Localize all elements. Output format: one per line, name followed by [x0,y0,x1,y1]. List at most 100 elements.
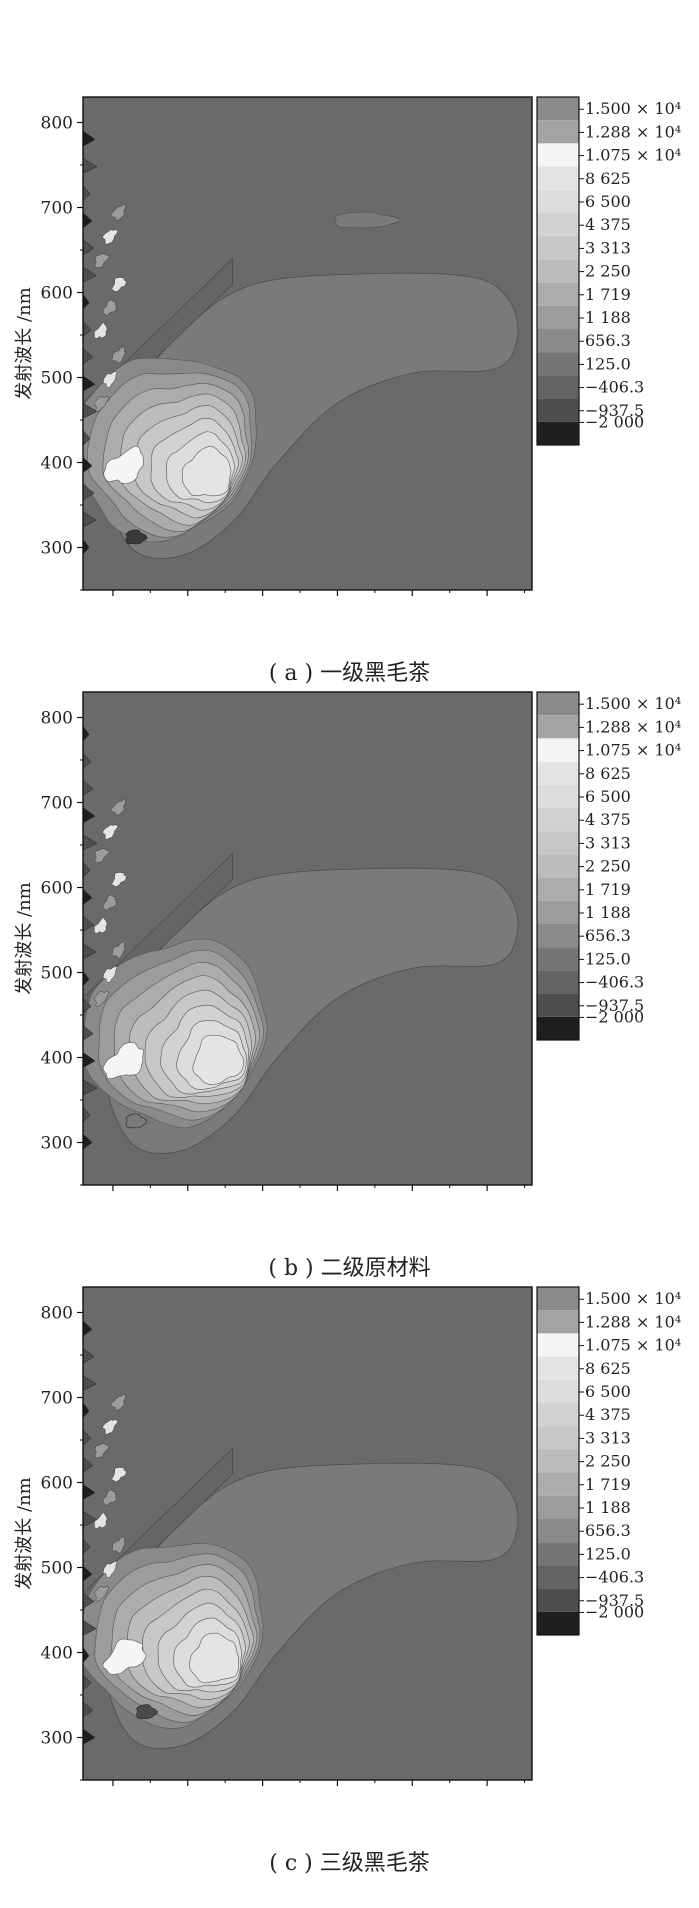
colorbar-swatch [537,375,579,399]
colorbar-label: 125.0 [585,1544,631,1563]
y-tick-label: 600 [41,1474,73,1494]
plot-frame [82,691,533,1186]
scatter-artifact [83,1133,93,1150]
scatter-artifact [83,157,98,174]
scatter-artifact [83,1565,93,1582]
colorbar-label: 4 375 [585,810,631,829]
scatter-artifact [83,1375,97,1391]
scatter-blob [94,1586,109,1602]
scatter-artifact [83,130,96,147]
colorbar-label: 8 625 [585,169,631,188]
scatter-artifact [83,321,92,338]
scatter-blob [102,371,118,388]
contour-field [83,130,519,559]
y-tick-label: 400 [41,1049,73,1069]
colorbar-label: 1.500 × 10⁴ [585,1289,681,1308]
contour-core [125,1113,148,1129]
colorbar-swatch [537,1333,579,1357]
y-tick-label: 800 [41,1304,73,1324]
scatter-artifact [83,834,98,851]
colorbar-swatch [537,831,579,855]
y-tick-label: 700 [41,199,73,219]
scatter-artifact [83,429,91,446]
colorbar-label: 3 313 [585,833,631,852]
scatter-artifact [83,1320,93,1337]
colorbar-swatch [537,329,579,353]
contour-level [189,1632,240,1684]
colorbar-swatch [537,1403,579,1427]
y-axis-title: 发射波长 /nm [14,1477,35,1589]
scatter-blob [102,966,118,983]
colorbar-swatch [537,993,579,1017]
scatter-blob [102,299,117,316]
colorbar-label: 2 250 [585,262,631,281]
y-tick-label: 500 [41,369,73,389]
colorbar-swatch [537,282,579,306]
contour-field [83,1320,519,1749]
scatter-artifact [83,943,97,960]
colorbar-swatch [537,1495,579,1519]
colorbar-label: 4 375 [585,215,631,234]
colorbar-swatch [537,398,579,422]
colorbar-label: 656.3 [585,926,631,945]
colorbar-swatch [537,1426,579,1450]
plot-frame [82,96,533,591]
scatter-blob [93,1512,108,1529]
colorbar-label: −406.3 [585,1568,644,1587]
chart-panel-b: 250300350400450500300400500600700800激发波长… [0,595,699,1281]
y-tick-label: 300 [41,539,73,559]
colorbar-label: 2 250 [585,857,631,876]
y-tick-label: 400 [41,1644,73,1664]
scatter-blob [110,799,126,816]
colorbar-swatch [537,808,579,832]
scatter-blob [102,229,118,245]
colorbar-label: 1 188 [585,903,631,922]
scatter-blob [94,396,109,412]
colorbar-label: 6 500 [585,787,631,806]
scatter-blob [94,991,109,1007]
y-tick-label: 600 [41,284,73,304]
colorbar-label: 6 500 [585,192,631,211]
scatter-artifact [83,1483,96,1500]
colorbar-frame [536,1286,580,1636]
colorbar-swatch [537,1519,579,1543]
colorbar-label: −937.5 [585,401,644,420]
colorbar-swatch [537,1356,579,1380]
scatter-artifact [83,1619,97,1636]
contour-chart-b: 250300350400450500300400500600700800激发波长… [14,691,681,1191]
scatter-artifact [83,1052,96,1068]
contour-peak [102,1041,144,1080]
scatter-artifact [83,861,91,878]
colorbar-label: 125.0 [585,354,631,373]
colorbar-swatch [537,715,579,739]
colorbar-swatch [537,900,579,924]
contour-core [136,1704,158,1720]
colorbar-label: 1 719 [585,285,631,304]
colorbar-swatch [537,1565,579,1589]
scatter-artifact [83,807,96,824]
contour-island [334,211,401,229]
scatter-artifact [83,752,92,769]
y-tick-label: 700 [41,1389,73,1409]
caption-b: ( b ) 二级原材料 [268,1256,431,1281]
scatter-artifact [83,916,95,932]
scatter-artifact [83,402,98,419]
colorbar-label: 4 375 [585,1405,631,1424]
colorbar-label: 1.288 × 10⁴ [585,717,681,736]
colorbar-label: 1 719 [585,1475,631,1494]
colorbar-swatch [537,352,579,376]
colorbar-swatch [537,1016,579,1040]
colorbar-label: 3 313 [585,238,631,257]
scatter-blob [94,253,110,269]
scatter-artifact [83,1402,90,1419]
scatter-artifact [83,1728,96,1745]
colorbar-swatch [537,259,579,283]
y-tick-label: 800 [41,114,73,134]
colorbar-label: 3 313 [585,1428,631,1447]
scatter-blob [93,917,108,934]
colorbar-swatch [537,189,579,213]
chart-panel-c: 250300350400450500300400500600700800激发波长… [0,1190,699,1876]
colorbar-label: 1.075 × 10⁴ [585,1336,681,1355]
contour-chart-a: 250300350400450500300400500600700800激发波长… [14,96,681,596]
colorbar-swatch [537,692,579,716]
